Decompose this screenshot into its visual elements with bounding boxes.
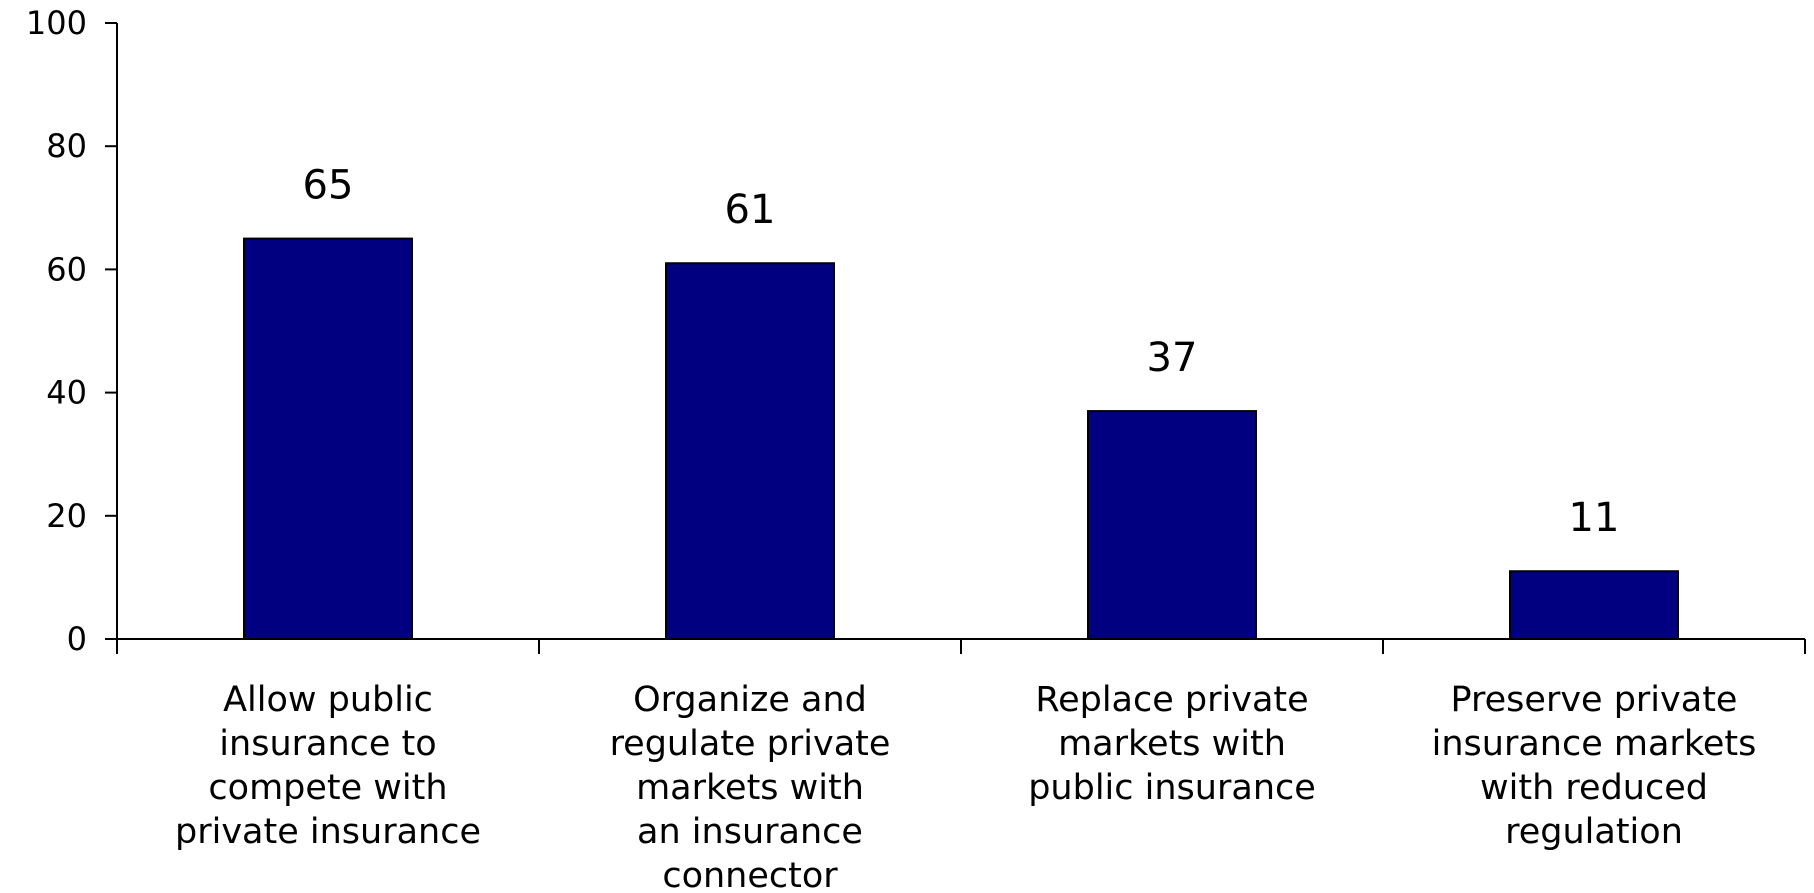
data-label: 11 [1569, 495, 1620, 541]
category-label-line: Organize and [633, 680, 867, 720]
category-label-line: Allow public [223, 680, 433, 720]
category-label-line: compete with [208, 768, 447, 808]
category-label-line: with reduced [1480, 768, 1708, 808]
y-axis: 0 20 40 60 80 100 [26, 4, 118, 658]
y-tick-label: 40 [46, 374, 87, 412]
category-label-line: insurance to [219, 724, 436, 764]
y-tick-label: 60 [46, 250, 87, 288]
y-tick-label: 0 [67, 620, 87, 658]
bar [243, 237, 413, 640]
y-tick-label: 20 [46, 497, 87, 535]
category-label: Preserve private insurance markets with re… [1432, 680, 1757, 852]
category-label-line: public insurance [1028, 768, 1316, 808]
category-label-line: regulation [1505, 812, 1683, 852]
data-label: 65 [303, 163, 354, 209]
category-labels: Allow public insurance to compete with priv… [175, 680, 1756, 893]
category-label-line: connector [662, 856, 838, 893]
category-label-line: markets with [1058, 724, 1286, 764]
category-label: Allow public insurance to compete with priv… [175, 680, 481, 852]
category-label-line: Replace private [1035, 680, 1308, 720]
category-label: Replace private markets with public insura… [1028, 680, 1316, 808]
bar [1509, 570, 1679, 640]
y-tick-label: 100 [26, 4, 87, 42]
y-tick-label: 80 [46, 127, 87, 165]
data-label: 61 [725, 187, 776, 233]
category-label-line: insurance markets [1432, 724, 1757, 764]
category-label-line: markets with [636, 768, 864, 808]
data-labels: 65 61 37 11 [303, 163, 1620, 542]
data-label: 37 [1147, 335, 1198, 381]
x-axis [116, 638, 1806, 654]
bar [665, 262, 835, 640]
category-label-line: private insurance [175, 812, 481, 852]
category-label-line: regulate private [610, 724, 891, 764]
category-label-line: Preserve private [1451, 680, 1738, 720]
bars [243, 237, 1679, 640]
category-label-line: an insurance [637, 812, 863, 852]
bar [1087, 410, 1257, 640]
category-label: Organize and regulate private markets with… [610, 680, 891, 893]
